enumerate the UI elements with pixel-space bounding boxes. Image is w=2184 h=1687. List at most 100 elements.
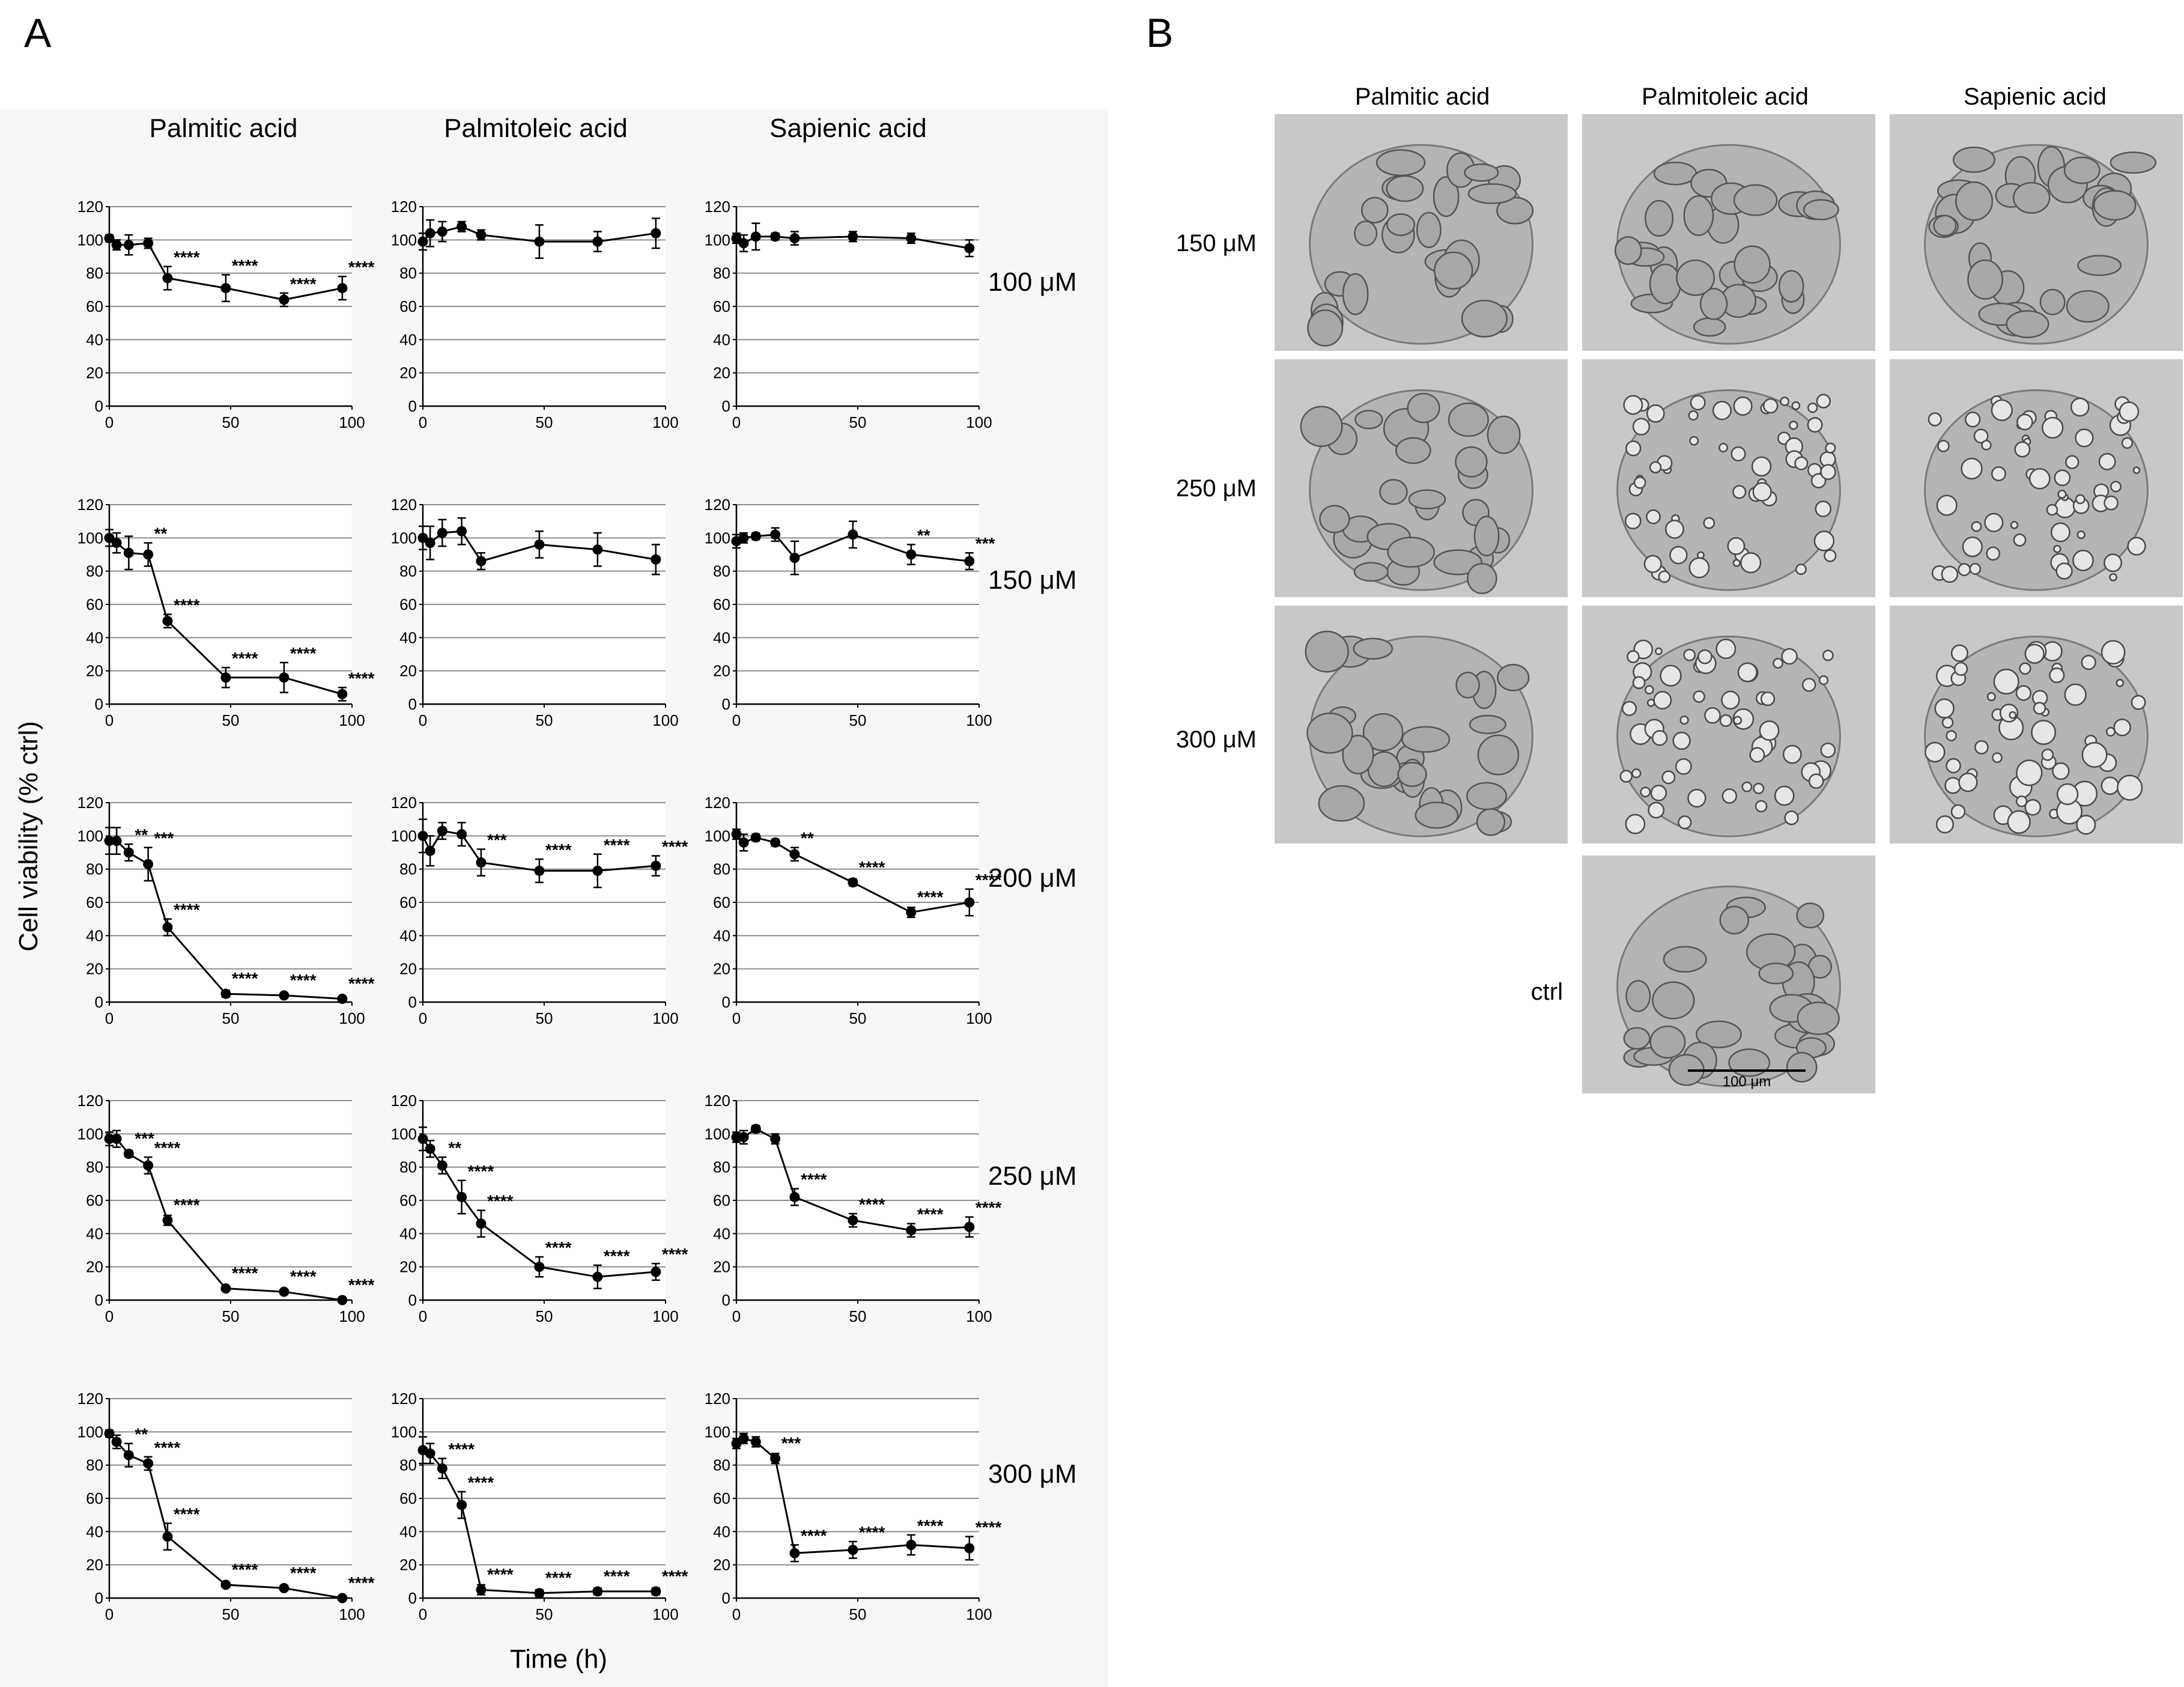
panel-b-row-label-250: 250 μM <box>1176 475 1257 502</box>
y-tick-label: 120 <box>391 1092 417 1110</box>
x-tick-label: 0 <box>105 1307 114 1325</box>
y-tick-label: 80 <box>399 860 417 878</box>
panel-b-label: B <box>1146 10 1173 56</box>
significance-label: **** <box>290 275 317 293</box>
significance-label: **** <box>290 644 317 663</box>
y-tick-label: 20 <box>399 1258 417 1276</box>
y-tick-label: 0 <box>95 1589 103 1607</box>
significance-label: **** <box>604 1567 630 1585</box>
panel-a-column-title-sapienic: Sapienic acid <box>769 114 927 143</box>
y-tick-label: 0 <box>408 695 417 713</box>
significance-label: **** <box>232 969 258 988</box>
y-tick-label: 80 <box>713 1456 730 1474</box>
y-tick-label: 20 <box>399 364 417 382</box>
x-tick-label: 0 <box>419 1009 427 1027</box>
data-point <box>651 1586 661 1597</box>
data-point <box>848 529 858 540</box>
y-tick-label: 80 <box>399 1158 417 1176</box>
data-point <box>425 845 435 856</box>
y-tick-label: 20 <box>86 1258 103 1276</box>
significance-label: **** <box>174 596 200 615</box>
data-point <box>534 236 545 247</box>
data-point <box>770 231 781 242</box>
y-tick-label: 40 <box>86 1522 103 1540</box>
y-tick-label: 120 <box>77 794 103 812</box>
data-point <box>457 1500 467 1510</box>
significance-label: **** <box>290 1267 317 1286</box>
y-tick-label: 0 <box>722 993 730 1011</box>
x-tick-label: 100 <box>966 711 992 729</box>
data-point <box>651 1266 661 1277</box>
significance-label: **** <box>917 1205 944 1224</box>
y-tick-label: 60 <box>86 1489 103 1507</box>
significance-label: ** <box>448 1138 461 1157</box>
x-tick-label: 0 <box>419 711 427 729</box>
data-point <box>476 1584 487 1595</box>
data-point <box>457 221 467 232</box>
panel-b-column-title-sapienic: Sapienic acid <box>1964 84 2107 110</box>
data-point <box>534 539 545 550</box>
x-tick-label: 0 <box>732 413 741 431</box>
data-point <box>750 531 761 542</box>
data-point <box>220 1579 231 1590</box>
data-point <box>731 233 742 244</box>
data-point <box>731 1438 742 1449</box>
y-tick-label: 80 <box>713 562 730 580</box>
data-point <box>279 672 290 683</box>
y-tick-label: 80 <box>713 860 730 878</box>
y-tick-label: 40 <box>399 628 417 646</box>
data-point <box>906 549 917 560</box>
significance-label: **** <box>232 1264 258 1283</box>
significance-label: **** <box>975 1199 1002 1217</box>
micrograph-palmitic-300 <box>1275 606 1568 844</box>
significance-label: **** <box>174 248 200 267</box>
x-tick-label: 50 <box>222 413 240 431</box>
x-tick-label: 50 <box>222 1009 240 1027</box>
y-tick-label: 120 <box>391 496 417 514</box>
y-tick-label: 100 <box>705 1423 730 1441</box>
data-point <box>534 1262 545 1272</box>
data-point <box>770 529 781 540</box>
data-point <box>731 829 742 840</box>
y-tick-label: 60 <box>399 893 417 911</box>
panel-b-column-titles: Palmitic acid Palmitoleic acid Sapienic … <box>1355 84 2107 110</box>
significance-label: **** <box>348 669 375 687</box>
y-tick-label: 100 <box>705 827 730 845</box>
significance-label: **** <box>604 836 630 854</box>
micrograph-palmitic-150 <box>1275 114 1568 351</box>
panel-b-row-labels: 150 μM 250 μM 300 μM ctrl <box>1176 230 1563 1005</box>
data-point <box>592 544 603 555</box>
y-tick-label: 100 <box>391 231 417 249</box>
data-point <box>417 830 428 841</box>
y-tick-label: 40 <box>86 926 103 944</box>
data-point <box>337 993 348 1004</box>
y-tick-label: 60 <box>86 595 103 613</box>
significance-label: **** <box>174 1196 200 1214</box>
significance-label: *** <box>975 534 995 553</box>
y-tick-label: 100 <box>705 529 730 547</box>
data-point <box>738 238 749 249</box>
y-tick-label: 0 <box>408 993 417 1011</box>
significance-label: **** <box>174 1505 200 1524</box>
significance-label: **** <box>348 1275 375 1294</box>
data-point <box>534 1588 545 1599</box>
x-tick-label: 100 <box>652 1307 678 1325</box>
significance-label: ** <box>917 526 930 544</box>
significance-label: **** <box>662 1567 688 1585</box>
y-tick-label: 80 <box>86 1158 103 1176</box>
y-tick-label: 100 <box>391 1125 417 1143</box>
panel-a-row-label-150: 150 μM <box>988 565 1077 595</box>
x-tick-label: 100 <box>339 1009 365 1027</box>
data-point <box>437 1463 447 1474</box>
x-tick-label: 0 <box>105 413 114 431</box>
y-tick-label: 20 <box>86 364 103 382</box>
significance-label: **** <box>232 256 258 275</box>
significance-label: *** <box>781 1434 801 1453</box>
panel-a-row-label-250: 250 μM <box>988 1161 1077 1191</box>
data-point <box>143 238 154 249</box>
y-tick-label: 20 <box>86 662 103 680</box>
data-point <box>848 231 858 242</box>
